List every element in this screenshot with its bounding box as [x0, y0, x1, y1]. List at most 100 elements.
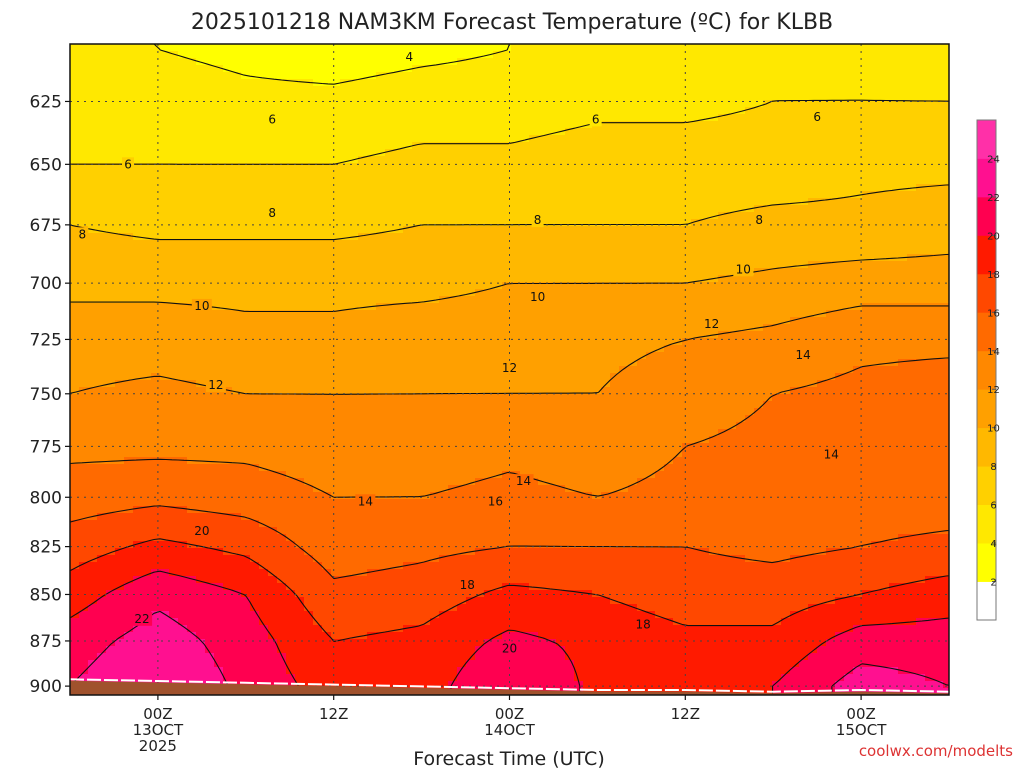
heat-cell	[817, 44, 827, 52]
heat-cell	[610, 226, 620, 234]
heat-cell	[601, 387, 611, 395]
heat-cell	[106, 317, 116, 325]
heat-cell	[268, 380, 278, 388]
heat-cell	[178, 51, 188, 59]
heat-cell	[448, 387, 458, 395]
heat-cell	[106, 303, 116, 311]
heat-cell	[304, 156, 314, 164]
heat-cell	[502, 268, 512, 276]
heat-cell	[142, 184, 152, 192]
heat-cell	[394, 219, 404, 227]
heat-cell	[943, 331, 949, 339]
heat-cell	[484, 387, 494, 395]
heat-cell	[106, 387, 116, 395]
heat-cell	[88, 296, 98, 304]
heat-cell	[232, 331, 242, 339]
heat-cell	[304, 219, 314, 227]
heat-cell	[943, 156, 949, 164]
heat-cell	[601, 100, 611, 108]
heat-cell	[331, 128, 341, 136]
heat-cell	[808, 142, 818, 150]
heat-cell	[421, 366, 431, 374]
heat-cell	[601, 324, 611, 332]
heat-cell	[745, 93, 755, 101]
heat-cell	[304, 352, 314, 360]
heat-cell	[214, 261, 224, 269]
heat-cell	[574, 191, 584, 199]
heat-cell	[619, 163, 629, 171]
heat-cell	[637, 72, 647, 80]
heat-cell	[70, 142, 80, 150]
heat-cell	[727, 338, 737, 346]
heat-cell	[556, 51, 566, 59]
heat-cell	[682, 317, 692, 325]
heat-cell	[592, 93, 602, 101]
heat-cell	[115, 296, 125, 304]
heat-cell	[574, 121, 584, 129]
heat-cell	[565, 345, 575, 353]
heat-cell	[637, 317, 647, 325]
heat-cell	[358, 275, 368, 283]
heat-cell	[223, 296, 233, 304]
heat-cell	[745, 198, 755, 206]
heat-cell	[853, 317, 863, 325]
heat-cell	[70, 380, 80, 388]
heat-cell	[106, 51, 116, 59]
heat-cell	[331, 394, 341, 402]
heat-cell	[925, 205, 935, 213]
heat-cell	[808, 100, 818, 108]
heat-cell	[376, 331, 386, 339]
heat-cell	[898, 394, 908, 402]
heat-cell	[70, 72, 80, 80]
heat-cell	[574, 261, 584, 269]
heat-cell	[664, 310, 674, 318]
heat-cell	[691, 163, 701, 171]
heat-cell	[241, 254, 251, 262]
heat-cell	[646, 128, 656, 136]
heat-cell	[79, 58, 89, 66]
heat-cell	[844, 352, 854, 360]
heat-cell	[304, 177, 314, 185]
heat-cell	[601, 93, 611, 101]
heat-cell	[898, 114, 908, 122]
heat-cell	[880, 282, 890, 290]
heat-cell	[907, 240, 917, 248]
heat-cell	[151, 86, 161, 94]
heat-cell	[799, 58, 809, 66]
heat-cell	[844, 261, 854, 269]
heat-cell	[448, 93, 458, 101]
heat-cell	[682, 366, 692, 374]
heat-cell	[799, 240, 809, 248]
heat-cell	[682, 205, 692, 213]
heat-cell	[466, 247, 476, 255]
heat-cell	[367, 261, 377, 269]
heat-cell	[745, 100, 755, 108]
heat-cell	[115, 310, 125, 318]
heat-cell	[313, 324, 323, 332]
heat-cell	[727, 247, 737, 255]
heat-cell	[376, 156, 386, 164]
heat-cell	[871, 205, 881, 213]
heat-cell	[745, 128, 755, 136]
heat-cell	[736, 198, 746, 206]
heat-cell	[691, 51, 701, 59]
heat-cell	[511, 317, 521, 325]
heat-cell	[205, 100, 215, 108]
heat-cell	[475, 324, 485, 332]
heat-cell	[592, 352, 602, 360]
heat-cell	[493, 387, 503, 395]
heat-cell	[475, 72, 485, 80]
heat-cell	[853, 254, 863, 262]
heat-cell	[88, 72, 98, 80]
heat-cell	[178, 205, 188, 213]
heat-cell	[799, 121, 809, 129]
heat-cell	[610, 359, 620, 367]
heat-cell	[925, 254, 935, 262]
heat-cell	[394, 170, 404, 178]
heat-cell	[700, 177, 710, 185]
heat-cell	[367, 128, 377, 136]
heat-cell	[727, 149, 737, 157]
heat-cell	[178, 93, 188, 101]
heat-cell	[637, 247, 647, 255]
heat-cell	[169, 72, 179, 80]
